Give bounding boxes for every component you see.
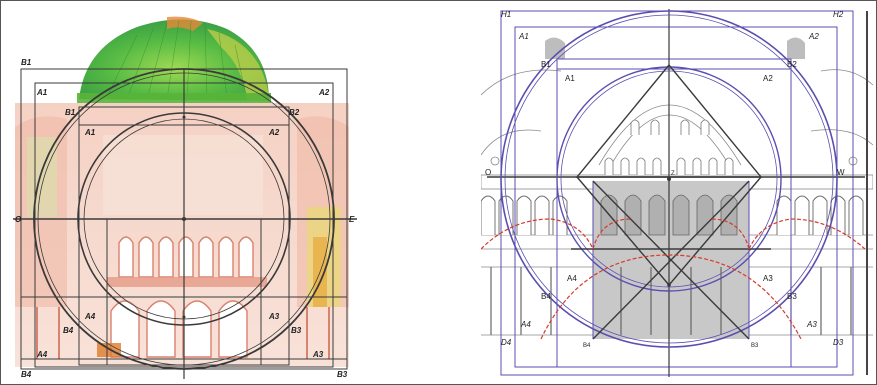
- label-b2: B2: [787, 60, 797, 69]
- label-a2: A2: [318, 88, 330, 97]
- label-b3-bottom: B3: [337, 370, 348, 379]
- upper-arcade-windows: [118, 236, 254, 278]
- construction-geometry: [13, 68, 357, 379]
- lower-arcade: [110, 300, 248, 358]
- label-a1-inner: A1: [565, 74, 575, 83]
- label-a2-inner: A2: [763, 74, 773, 83]
- label-b4-bottom: B4: [21, 370, 32, 379]
- label-e: E: [349, 215, 355, 224]
- label-d3: D3: [833, 338, 844, 347]
- label-b4: B4: [63, 326, 74, 335]
- red-construction-arcs: [481, 218, 866, 340]
- label-a3: A3: [763, 274, 773, 283]
- label-h1: H1: [501, 10, 511, 19]
- label-d4: D4: [501, 338, 512, 347]
- foreground-object: [97, 343, 121, 357]
- right-panel-line-drawing: H1 H2 A1 A2 B1 B2 A1 A2 O W Z A4 A3 B4 B…: [481, 5, 873, 381]
- label-a2-inner: A2: [268, 128, 280, 137]
- label-a1: A1: [36, 88, 48, 97]
- label-b1-top: B1: [21, 58, 32, 67]
- pillar-top-left: [545, 37, 565, 59]
- label-w: W: [837, 168, 845, 177]
- label-a4-bottom: A4: [520, 320, 531, 329]
- label-b4-bottom: B4: [583, 343, 591, 349]
- nave-columns: [600, 194, 738, 236]
- label-h2: H2: [833, 10, 844, 19]
- label-a3-bottom: A3: [312, 350, 324, 359]
- label-b4: B4: [541, 292, 551, 301]
- building-body-pointcloud: [15, 103, 349, 367]
- label-center: Z: [671, 171, 675, 177]
- label-b3: B3: [787, 292, 797, 301]
- label-a3-bottom: A3: [806, 320, 817, 329]
- label-o: O: [485, 168, 491, 177]
- label-b1-inner: B1: [65, 108, 76, 117]
- label-a1: A1: [518, 32, 529, 41]
- label-a4: A4: [567, 274, 577, 283]
- label-b1: B1: [541, 60, 551, 69]
- label-b3-bottom: B3: [751, 343, 759, 349]
- label-o: O: [15, 215, 22, 224]
- lunette-windows: [604, 119, 734, 175]
- label-a4-bottom: A4: [36, 350, 48, 359]
- label-b3: B3: [291, 326, 302, 335]
- left-drawing: B1 A1 A2 B1 B2 A1 A2 O E A4 A3 B4 B3 A4 …: [13, 16, 357, 379]
- label-b2-inner: B2: [289, 108, 300, 117]
- label-a2: A2: [808, 32, 819, 41]
- label-a3: A3: [268, 312, 280, 321]
- oculus-left: [490, 156, 500, 166]
- left-panel-pointcloud-elevation: B1 A1 A2 B1 B2 A1 A2 O E A4 A3 B4 B3 A4 …: [7, 7, 363, 379]
- right-drawing: H1 H2 A1 A2 B1 B2 A1 A2 O W Z A4 A3 B4 B…: [481, 9, 873, 377]
- side-columns: [36, 307, 330, 359]
- pillar-top-right: [787, 37, 805, 59]
- label-a1-inner: A1: [84, 128, 96, 137]
- label-a4: A4: [84, 312, 96, 321]
- gallery-band: [107, 277, 267, 287]
